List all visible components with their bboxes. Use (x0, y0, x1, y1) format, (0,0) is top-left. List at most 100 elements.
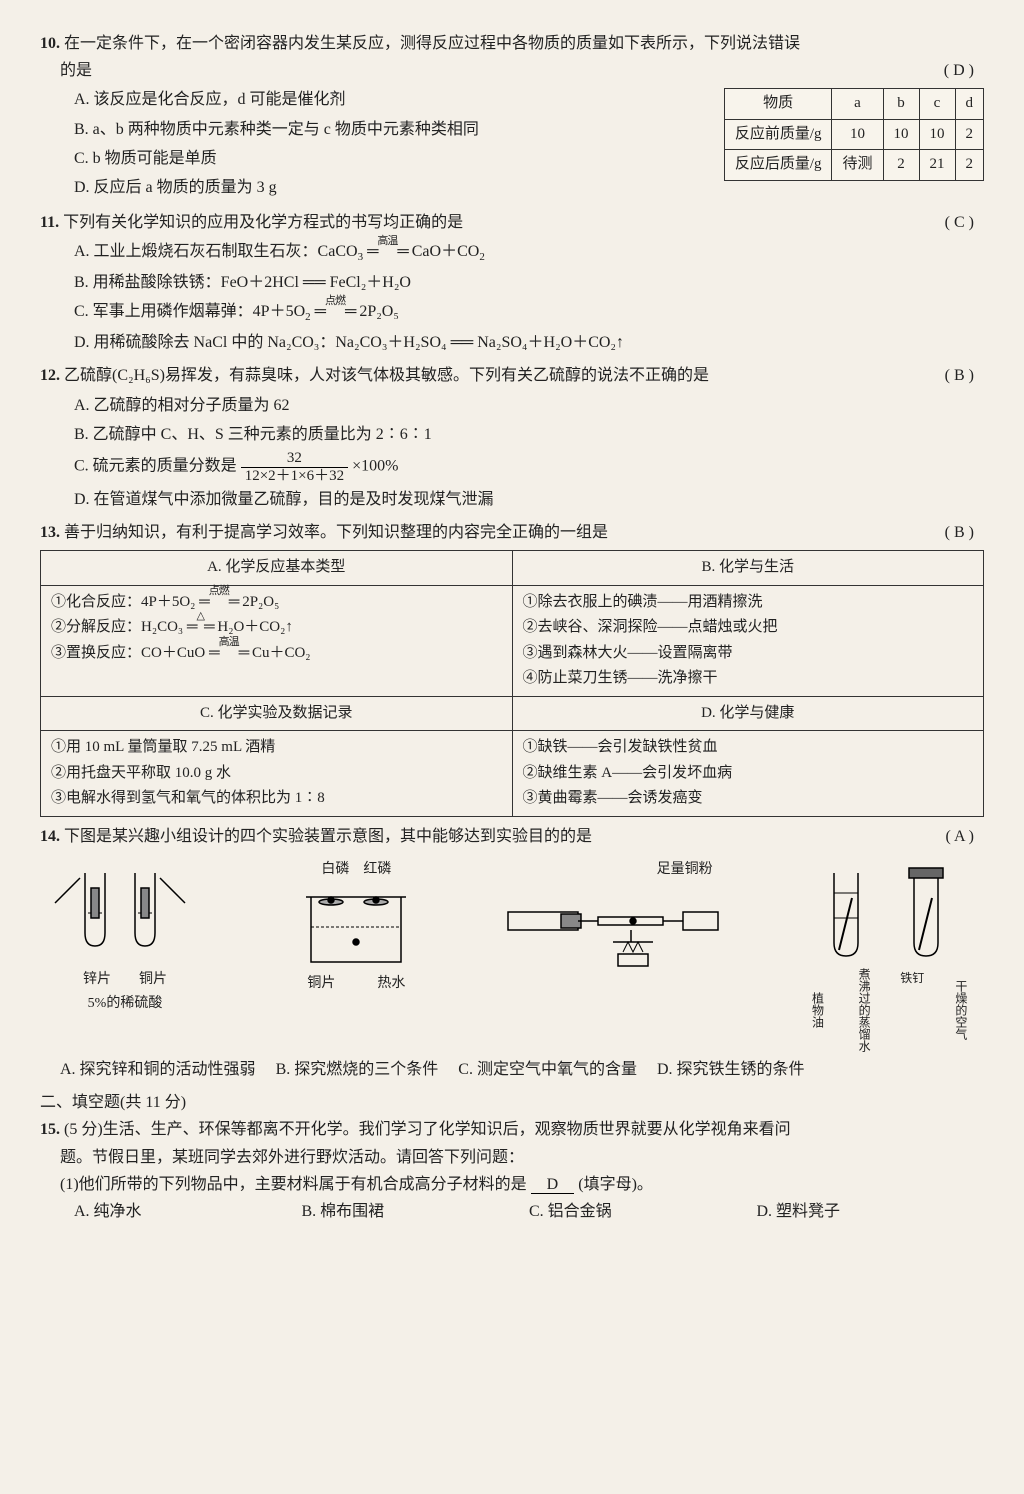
q10-stem-line1: 在一定条件下，在一个密闭容器内发生某反应，测得反应过程中各物质的质量如下表所示，… (64, 35, 800, 52)
r1-label: 反应前质量/g (724, 119, 832, 150)
q13-b4: ④防止菜刀生锈——洗净擦干 (523, 666, 974, 692)
q13-a3-pre: ③置换反应：CO＋CuO (51, 645, 205, 661)
question-14: 14. 下图是某兴趣小组设计的四个实验装置示意图，其中能够达到实验目的的是 ( … (40, 823, 984, 1083)
q10-answer: ( D ) (944, 57, 974, 84)
q12c-post: ×100% (352, 458, 398, 475)
q13-number: 13. (40, 524, 60, 541)
q14-opt-c: C. 测定空气中氧气的含量 (458, 1061, 637, 1078)
q11a-post: CaO＋CO (412, 243, 480, 260)
table-row: 物质 a b c d (724, 89, 983, 120)
lbl-boiled: 煮沸过的蒸馏水 (854, 968, 874, 1052)
q13-cell-c: ①用 10 mL 量筒量取 7.25 mL 酒精 ②用托盘天平称取 10.0 g… (41, 731, 513, 817)
q12-opt-a: A. 乙硫醇的相对分子质量为 62 (74, 392, 984, 419)
r2-b: 2 (883, 150, 919, 181)
q13-answer: ( B ) (945, 519, 974, 546)
question-12: 12. 乙硫醇(C₂H₆S)易挥发，有蒜臭味，人对该气体极其敏感。下列有关乙硫醇… (40, 362, 984, 513)
q10-stem-line2-row: 的是 ( D ) (40, 57, 984, 84)
q13-c3: ③电解水得到氢气和氧气的体积比为 1∶8 (51, 786, 502, 812)
q10-opt-b: B. a、b 两种物质中元素种类一定与 c 物质中元素种类相同 (74, 116, 716, 143)
q15-sub1-answer: D (531, 1176, 575, 1194)
q13-cell-a: ①化合反应：4P＋5O₂ ═点燃═ 2P₂O₅ ②分解反应：H₂CO₃ ═△═ … (41, 585, 513, 696)
beaker-icon (281, 882, 431, 972)
lbl-cu2: 铜片 (307, 976, 335, 991)
q11-number: 11. (40, 214, 59, 231)
r1-b: 10 (883, 119, 919, 150)
q13-table: A. 化学反应基本类型 B. 化学与生活 ①化合反应：4P＋5O₂ ═点燃═ 2… (40, 550, 984, 817)
q13-b1: ①除去衣服上的碘渍——用酒精擦洗 (523, 590, 974, 616)
q10-opt-d: D. 反应后 a 物质的质量为 3 g (74, 174, 716, 201)
q11-answer: ( C ) (945, 209, 974, 236)
th-b: b (883, 89, 919, 120)
syringe-apparatus-icon (503, 882, 723, 977)
diagram-a: 锌片 铜片 5%的稀硫酸 (40, 858, 210, 1052)
q13-d3: ③黄曲霉素——会诱发癌变 (523, 786, 974, 812)
q12-answer: ( B ) (945, 362, 974, 389)
lbl-wp: 白磷 (321, 862, 349, 877)
th-a: a (832, 89, 883, 120)
lbl-nail: 铁钉 (900, 968, 924, 1052)
q12-opt-c: C. 硫元素的质量分数是 32 12×2＋1×6＋32 ×100% (74, 450, 984, 484)
lbl-plant: 植物油 (807, 968, 827, 1052)
lbl-dry: 干燥的空气 (950, 968, 970, 1052)
q10-opt-c: C. b 物质可能是单质 (74, 145, 716, 172)
q13-a3: ③置换反应：CO＋CuO ═高温═ Cu＋CO₂ (51, 641, 502, 667)
q13-b2: ②去峡谷、深洞探险——点蜡烛或火把 (523, 615, 974, 641)
lbl-dilute: 5%的稀硫酸 (40, 992, 210, 1016)
q11a-pre: A. 工业上煅烧石灰石制取生石灰：CaCO (74, 243, 358, 260)
q13-a2-post: H₂O＋CO₂↑ (217, 619, 292, 635)
q13-c2: ②用托盘天平称取 10.0 g 水 (51, 761, 502, 787)
q13-a2-cond: △ (197, 610, 204, 622)
q13-a1-cond: 点燃 (209, 585, 229, 597)
q15-sub1-post: (填字母)。 (578, 1176, 653, 1193)
q11c-cond: 点燃 (325, 295, 345, 307)
q15-sub1: (1)他们所带的下列物品中，主要材料属于有机合成高分子材料的是 D (填字母)。 (40, 1171, 984, 1198)
q11c-pre: C. 军事上用磷作烟幕弹：4P＋5O (74, 303, 305, 320)
q13-stem: 善于归纳知识，有利于提高学习效率。下列知识整理的内容完全正确的一组是 (64, 524, 608, 541)
q12c-den: 12×2＋1×6＋32 (241, 468, 348, 485)
q13-d1: ①缺铁——会引发缺铁性贫血 (523, 735, 974, 761)
r2-label: 反应后质量/g (724, 150, 832, 181)
q13-a2: ②分解反应：H₂CO₃ ═△═ H₂O＋CO₂↑ (51, 615, 502, 641)
r1-c: 10 (919, 119, 955, 150)
q10-stem-line2: 的是 (60, 62, 92, 79)
lbl-zinc: 锌片 (83, 972, 111, 987)
q13-head-d: D. 化学与健康 (512, 696, 984, 731)
diagram-b: 白磷 红磷 铜片 热水 (281, 858, 431, 1052)
section-2-title: 二、填空题(共 11 分) (40, 1089, 984, 1116)
q10-number: 10. (40, 35, 60, 52)
q13-head-c: C. 化学实验及数据记录 (41, 696, 513, 731)
diagram-d: 植物油 煮沸过的蒸馏水 铁钉 干燥的空气 (794, 858, 984, 1052)
q11-opt-c: C. 军事上用磷作烟幕弹：4P＋5O2 ═点燃═ 2P₂O₅ (74, 298, 984, 327)
q15-opt-b: B. 棉布围裙 (302, 1198, 530, 1225)
r1-a: 10 (832, 119, 883, 150)
q10-options: A. 该反应是化合反应，d 可能是催化剂 B. a、b 两种物质中元素种类一定与… (40, 84, 716, 203)
q13-a1-post: 2P₂O₅ (242, 594, 279, 610)
q15-sub1-pre: (1)他们所带的下列物品中，主要材料属于有机合成高分子材料的是 (60, 1176, 527, 1193)
q11c-post: 2P₂O₅ (359, 303, 399, 320)
q14-stem: 下图是某兴趣小组设计的四个实验装置示意图，其中能够达到实验目的的是 (64, 828, 592, 845)
fraction-icon: 32 12×2＋1×6＋32 (241, 450, 348, 484)
r1-d: 2 (955, 119, 984, 150)
q15-stem-line2: 题。节假日里，某班同学去郊外进行野炊活动。请回答下列问题： (40, 1144, 984, 1171)
table-row: 反应前质量/g 10 10 10 2 (724, 119, 983, 150)
q15-opt-a: A. 纯净水 (74, 1198, 302, 1225)
q13-cell-b: ①除去衣服上的碘渍——用酒精擦洗 ②去峡谷、深洞探险——点蜡烛或火把 ③遇到森林… (512, 585, 984, 696)
question-13: 13. 善于归纳知识，有利于提高学习效率。下列知识整理的内容完全正确的一组是 (… (40, 519, 984, 817)
q14-answer: ( A ) (946, 823, 974, 850)
diagram-c: 足量铜粉 (503, 858, 723, 1052)
q14-opt-b: B. 探究燃烧的三个条件 (276, 1061, 439, 1078)
table-row: 反应后质量/g 待测 2 21 2 (724, 150, 983, 181)
q13-head-a: A. 化学反应基本类型 (41, 551, 513, 586)
r2-c: 21 (919, 150, 955, 181)
q13-a3-post: Cu＋CO₂ (252, 645, 311, 661)
question-15: 15. (5 分)生活、生产、环保等都离不开化学。我们学习了化学知识后，观察物质… (40, 1116, 984, 1225)
q11-opt-d: D. 用稀硫酸除去 NaCl 中的 Na₂CO₃：Na₂CO₃＋H₂SO₄ ══… (74, 329, 984, 356)
q13-a1: ①化合反应：4P＋5O₂ ═点燃═ 2P₂O₅ (51, 590, 502, 616)
q12c-num: 32 (241, 450, 348, 468)
q12-opt-d: D. 在管道煤气中添加微量乙硫醇，目的是及时发现煤气泄漏 (74, 486, 984, 513)
q13-d2: ②缺维生素 A——会引发坏血病 (523, 761, 974, 787)
q13-c1: ①用 10 mL 量筒量取 7.25 mL 酒精 (51, 735, 502, 761)
th-substance: 物质 (724, 89, 832, 120)
q14-opt-a: A. 探究锌和铜的活动性强弱 (60, 1061, 256, 1078)
lbl-cupow: 足量铜粉 (503, 858, 723, 882)
